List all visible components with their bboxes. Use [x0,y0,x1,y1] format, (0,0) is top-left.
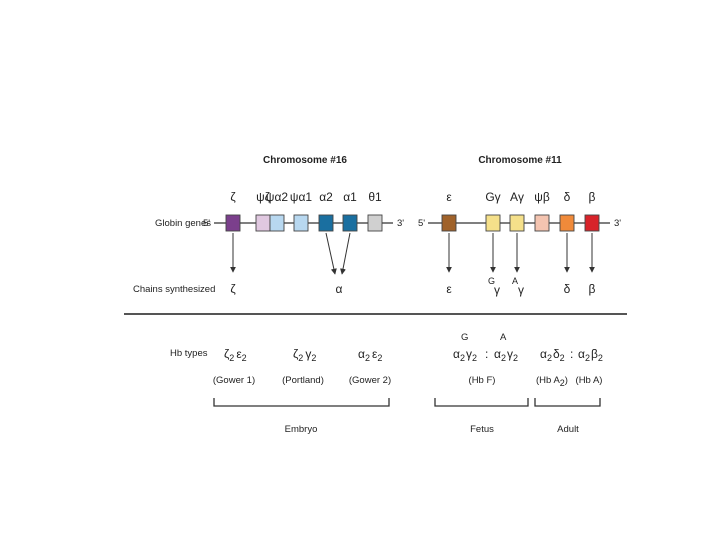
chromosome11-gene-label-3: ψβ [534,190,550,204]
hb-gower2: α2 ε2 (Gower 2) [349,347,391,386]
chromosome11-gene-box-5 [584,214,600,232]
svg-text:G: G [461,332,468,343]
hb-a: α2β2 (Hb A) [576,347,603,386]
adult-bracket [534,398,601,407]
chromosome16-gene-label-4: α2 [319,190,333,204]
hb-a2: α2δ2 (Hb A2) [536,347,568,388]
svg-text:A: A [500,332,507,343]
svg-text:α2δ2: α2δ2 [540,347,565,363]
chromosome16-gene-box-3 [293,214,309,232]
hb-gower1: ζ2 ε2 (Gower 1) [213,347,255,386]
hb-types-label: Hb types [170,348,208,359]
svg-text:(Hb F): (Hb F) [469,375,496,386]
hb-f: G A α2γ2 : α2γ2 (Hb F) [453,332,518,386]
chromosome16-gene-label-2: ψα2 [266,190,288,204]
svg-text:(Gower 2): (Gower 2) [349,375,391,386]
alpha2-arrow [325,232,337,275]
embryo-label: Embryo [285,424,318,435]
chains-synthesized-label: Chains synthesized [133,284,215,295]
chromosome11-gene-box-4 [559,214,575,232]
chromosome16-gene-box-2 [269,214,285,232]
chromosome11-gene-box-3 [534,214,550,232]
hb-portland: ζ2 γ2 (Portland) [282,347,324,386]
chain-delta: δ [564,282,571,296]
adult-label: Adult [557,424,579,435]
svg-text:α2β2: α2β2 [578,347,603,363]
chain-beta: β [589,282,596,296]
chain-a-gamma: A γ [512,276,524,297]
svg-text::: : [485,347,488,361]
svg-text:(Hb A2): (Hb A2) [536,375,568,388]
chromosome16-gene-label-0: ζ [230,190,236,204]
chromosome16-gene-box-6 [367,214,383,232]
svg-text:α2γ2: α2γ2 [494,347,518,363]
svg-text:(Gower 1): (Gower 1) [213,375,255,386]
chain-zeta: ζ [230,282,236,296]
svg-text:α2γ2: α2γ2 [453,347,477,363]
chromosome11-gene-label-2: Aγ [510,190,524,204]
svg-text:γ: γ [494,283,500,297]
chain-alpha: α [336,282,343,296]
adult-colon: : [570,347,573,361]
chromosome11-gene-label-0: ε [446,190,452,204]
svg-text:G: G [488,276,495,286]
globin-genes-label: Globin genes [155,218,211,229]
chr16-five-prime: 5' [203,218,210,229]
svg-text:A: A [512,276,518,286]
fetus-bracket [434,398,529,407]
svg-text:(Hb A): (Hb A) [576,375,603,386]
chromosome16-title: Chromosome #16 [263,155,347,166]
chromosome11-gene-label-1: Gγ [485,190,500,204]
chr11-three-prime: 3' [614,218,621,229]
chromosome16-gene-box-0 [225,214,241,232]
chromosome16-gene-box-4 [318,214,334,232]
embryo-bracket [213,398,390,407]
chromosome16-gene-label-5: α1 [343,190,357,204]
chromosome11-gene-label-5: β [589,190,596,204]
chromosome11-gene-box-0 [441,214,457,232]
chromosome16-gene-label-6: θ1 [368,190,382,204]
svg-text:(Portland): (Portland) [282,375,324,386]
svg-text:γ: γ [518,283,524,297]
chr16-three-prime: 3' [397,218,404,229]
chromosome11-gene-label-4: δ [564,190,571,204]
chromosome16-gene-label-3: ψα1 [290,190,312,204]
chromosome16-gene-box-5 [342,214,358,232]
chromosome16-gene-box-1 [255,214,271,232]
chain-g-gamma: G γ [488,276,500,297]
chromosome11-gene-box-2 [509,214,525,232]
fetus-label: Fetus [470,424,494,435]
chain-epsilon: ε [446,282,452,296]
chromosome11-title: Chromosome #11 [478,155,562,166]
chromosome11-gene-box-1 [485,214,501,232]
chr11-five-prime: 5' [418,218,425,229]
chromosome16-gene-label-1: ψζ [256,190,271,204]
alpha1-arrow [340,232,351,275]
chromosome11-genes: ε Gγ Aγ ψβ δ β [441,190,600,232]
